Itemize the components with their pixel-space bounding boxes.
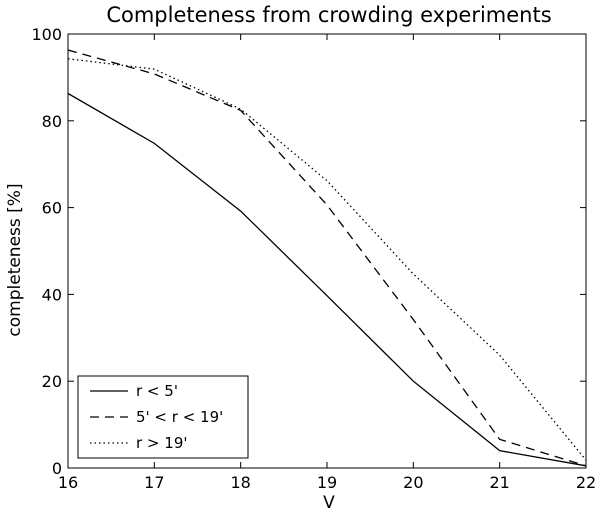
x-tick-label: 21 [489, 473, 509, 492]
x-tick-label: 16 [58, 473, 78, 492]
x-tick-label: 20 [403, 473, 423, 492]
x-tick-label: 18 [230, 473, 250, 492]
series-line-1 [68, 92, 586, 467]
y-tick-label: 60 [42, 199, 62, 218]
x-axis-label: V [323, 493, 335, 513]
plot-area: 16 17 18 19 20 21 22 0 20 40 60 80 100 [31, 25, 596, 492]
series-line-3 [68, 58, 586, 461]
y-tick-label: 100 [31, 25, 62, 44]
chart-title: Completeness from crowding experiments [106, 3, 551, 27]
series-line-2 [68, 49, 586, 467]
y-axis-label: completeness [%] [5, 183, 25, 336]
legend-label-1: r < 5' [136, 382, 178, 400]
legend: r < 5' 5' < r < 19' r > 19' [77, 375, 249, 459]
y-tick-label: 0 [52, 459, 62, 478]
legend-label-3: r > 19' [136, 434, 187, 452]
x-tick-label: 22 [576, 473, 596, 492]
legend-label-2: 5' < r < 19' [136, 408, 223, 426]
y-tick-label: 40 [42, 285, 62, 304]
y-tick-label: 20 [42, 372, 62, 391]
x-tick-label: 17 [144, 473, 164, 492]
y-tick-label: 80 [42, 112, 62, 131]
x-tick-label: 19 [317, 473, 337, 492]
